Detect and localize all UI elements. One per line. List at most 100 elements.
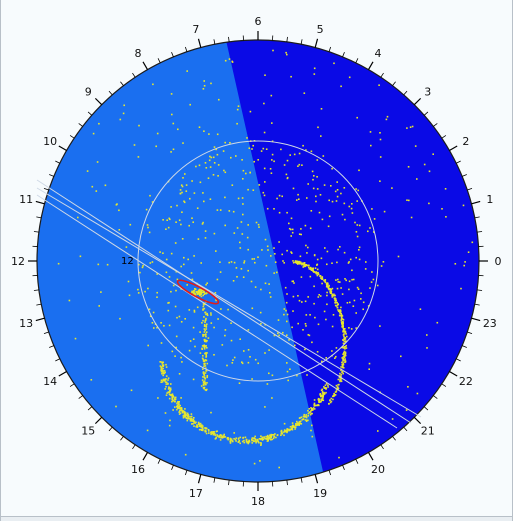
data-point bbox=[137, 288, 139, 291]
data-point bbox=[330, 291, 332, 294]
data-point bbox=[463, 264, 465, 267]
data-point bbox=[199, 331, 201, 333]
data-point bbox=[260, 443, 262, 445]
highlight-ellipse[interactable] bbox=[175, 277, 220, 307]
data-point bbox=[223, 169, 225, 172]
data-point bbox=[209, 166, 212, 168]
data-point bbox=[340, 314, 343, 317]
data-point bbox=[166, 219, 168, 221]
data-point bbox=[205, 328, 208, 330]
data-point bbox=[337, 278, 339, 281]
data-point bbox=[212, 432, 215, 434]
hour-tick-minor bbox=[78, 395, 83, 399]
data-point bbox=[313, 402, 316, 405]
data-point bbox=[215, 250, 217, 252]
data-point bbox=[202, 355, 204, 357]
data-point bbox=[340, 85, 342, 88]
data-point bbox=[273, 435, 276, 438]
data-point bbox=[312, 187, 315, 190]
data-point bbox=[213, 232, 216, 235]
data-point bbox=[344, 338, 347, 340]
hour-tick-minor bbox=[456, 160, 461, 164]
data-point bbox=[283, 434, 285, 437]
data-point bbox=[236, 276, 238, 278]
data-point bbox=[411, 125, 414, 128]
data-point bbox=[253, 462, 256, 465]
data-point bbox=[189, 340, 192, 342]
data-point bbox=[220, 436, 222, 439]
data-point bbox=[160, 370, 163, 373]
data-point bbox=[307, 264, 310, 267]
data-point bbox=[285, 173, 288, 176]
data-point bbox=[204, 389, 207, 391]
data-point bbox=[184, 453, 187, 456]
data-point bbox=[205, 432, 208, 435]
data-point bbox=[271, 122, 273, 124]
data-point bbox=[205, 283, 207, 286]
data-point bbox=[263, 436, 265, 438]
data-point bbox=[200, 289, 202, 291]
data-point bbox=[265, 435, 267, 438]
data-point bbox=[201, 223, 204, 225]
data-point bbox=[119, 317, 121, 320]
data-point bbox=[224, 224, 226, 227]
data-point bbox=[213, 326, 215, 329]
data-point bbox=[306, 252, 308, 254]
data-point bbox=[169, 387, 172, 389]
data-point bbox=[164, 379, 167, 381]
data-point bbox=[147, 344, 149, 347]
data-point bbox=[206, 362, 209, 365]
data-point bbox=[316, 274, 319, 277]
data-point bbox=[299, 255, 302, 258]
data-point bbox=[436, 321, 439, 324]
data-point bbox=[342, 327, 344, 329]
data-point bbox=[149, 262, 152, 264]
data-point bbox=[336, 306, 339, 309]
data-point bbox=[269, 292, 271, 294]
data-point bbox=[184, 173, 186, 175]
data-point bbox=[280, 432, 283, 435]
data-point bbox=[297, 193, 299, 196]
hour-tick-minor bbox=[467, 187, 473, 191]
data-point bbox=[304, 264, 307, 266]
data-point bbox=[205, 356, 207, 358]
data-point bbox=[320, 395, 322, 398]
data-point bbox=[203, 373, 205, 376]
hour-tick-major bbox=[35, 317, 45, 322]
data-point bbox=[312, 409, 314, 411]
data-point bbox=[205, 430, 207, 433]
data-point bbox=[308, 266, 310, 269]
hour-tick-minor bbox=[474, 216, 480, 219]
data-point bbox=[350, 207, 353, 210]
data-point bbox=[264, 74, 266, 76]
data-point bbox=[317, 397, 320, 400]
data-point bbox=[193, 311, 196, 313]
data-point bbox=[319, 194, 322, 196]
hour-tick-major bbox=[367, 452, 374, 461]
data-point bbox=[336, 261, 338, 264]
data-point bbox=[173, 398, 176, 400]
data-point bbox=[296, 422, 299, 424]
data-point bbox=[233, 232, 236, 234]
data-point bbox=[292, 424, 294, 427]
data-point bbox=[339, 312, 342, 314]
data-point bbox=[237, 105, 240, 107]
data-point bbox=[364, 268, 367, 270]
data-point bbox=[328, 284, 330, 287]
data-point bbox=[332, 314, 335, 316]
data-point bbox=[247, 269, 249, 272]
data-point bbox=[254, 435, 256, 438]
data-point bbox=[339, 379, 342, 381]
data-point bbox=[289, 368, 291, 370]
data-point bbox=[224, 334, 226, 337]
data-point bbox=[266, 207, 269, 210]
data-point bbox=[162, 219, 164, 221]
data-point bbox=[91, 185, 94, 188]
data-point bbox=[177, 128, 179, 131]
data-point bbox=[235, 155, 237, 157]
data-point bbox=[232, 210, 235, 213]
hour-tick-major bbox=[314, 474, 319, 484]
data-point bbox=[212, 174, 215, 176]
